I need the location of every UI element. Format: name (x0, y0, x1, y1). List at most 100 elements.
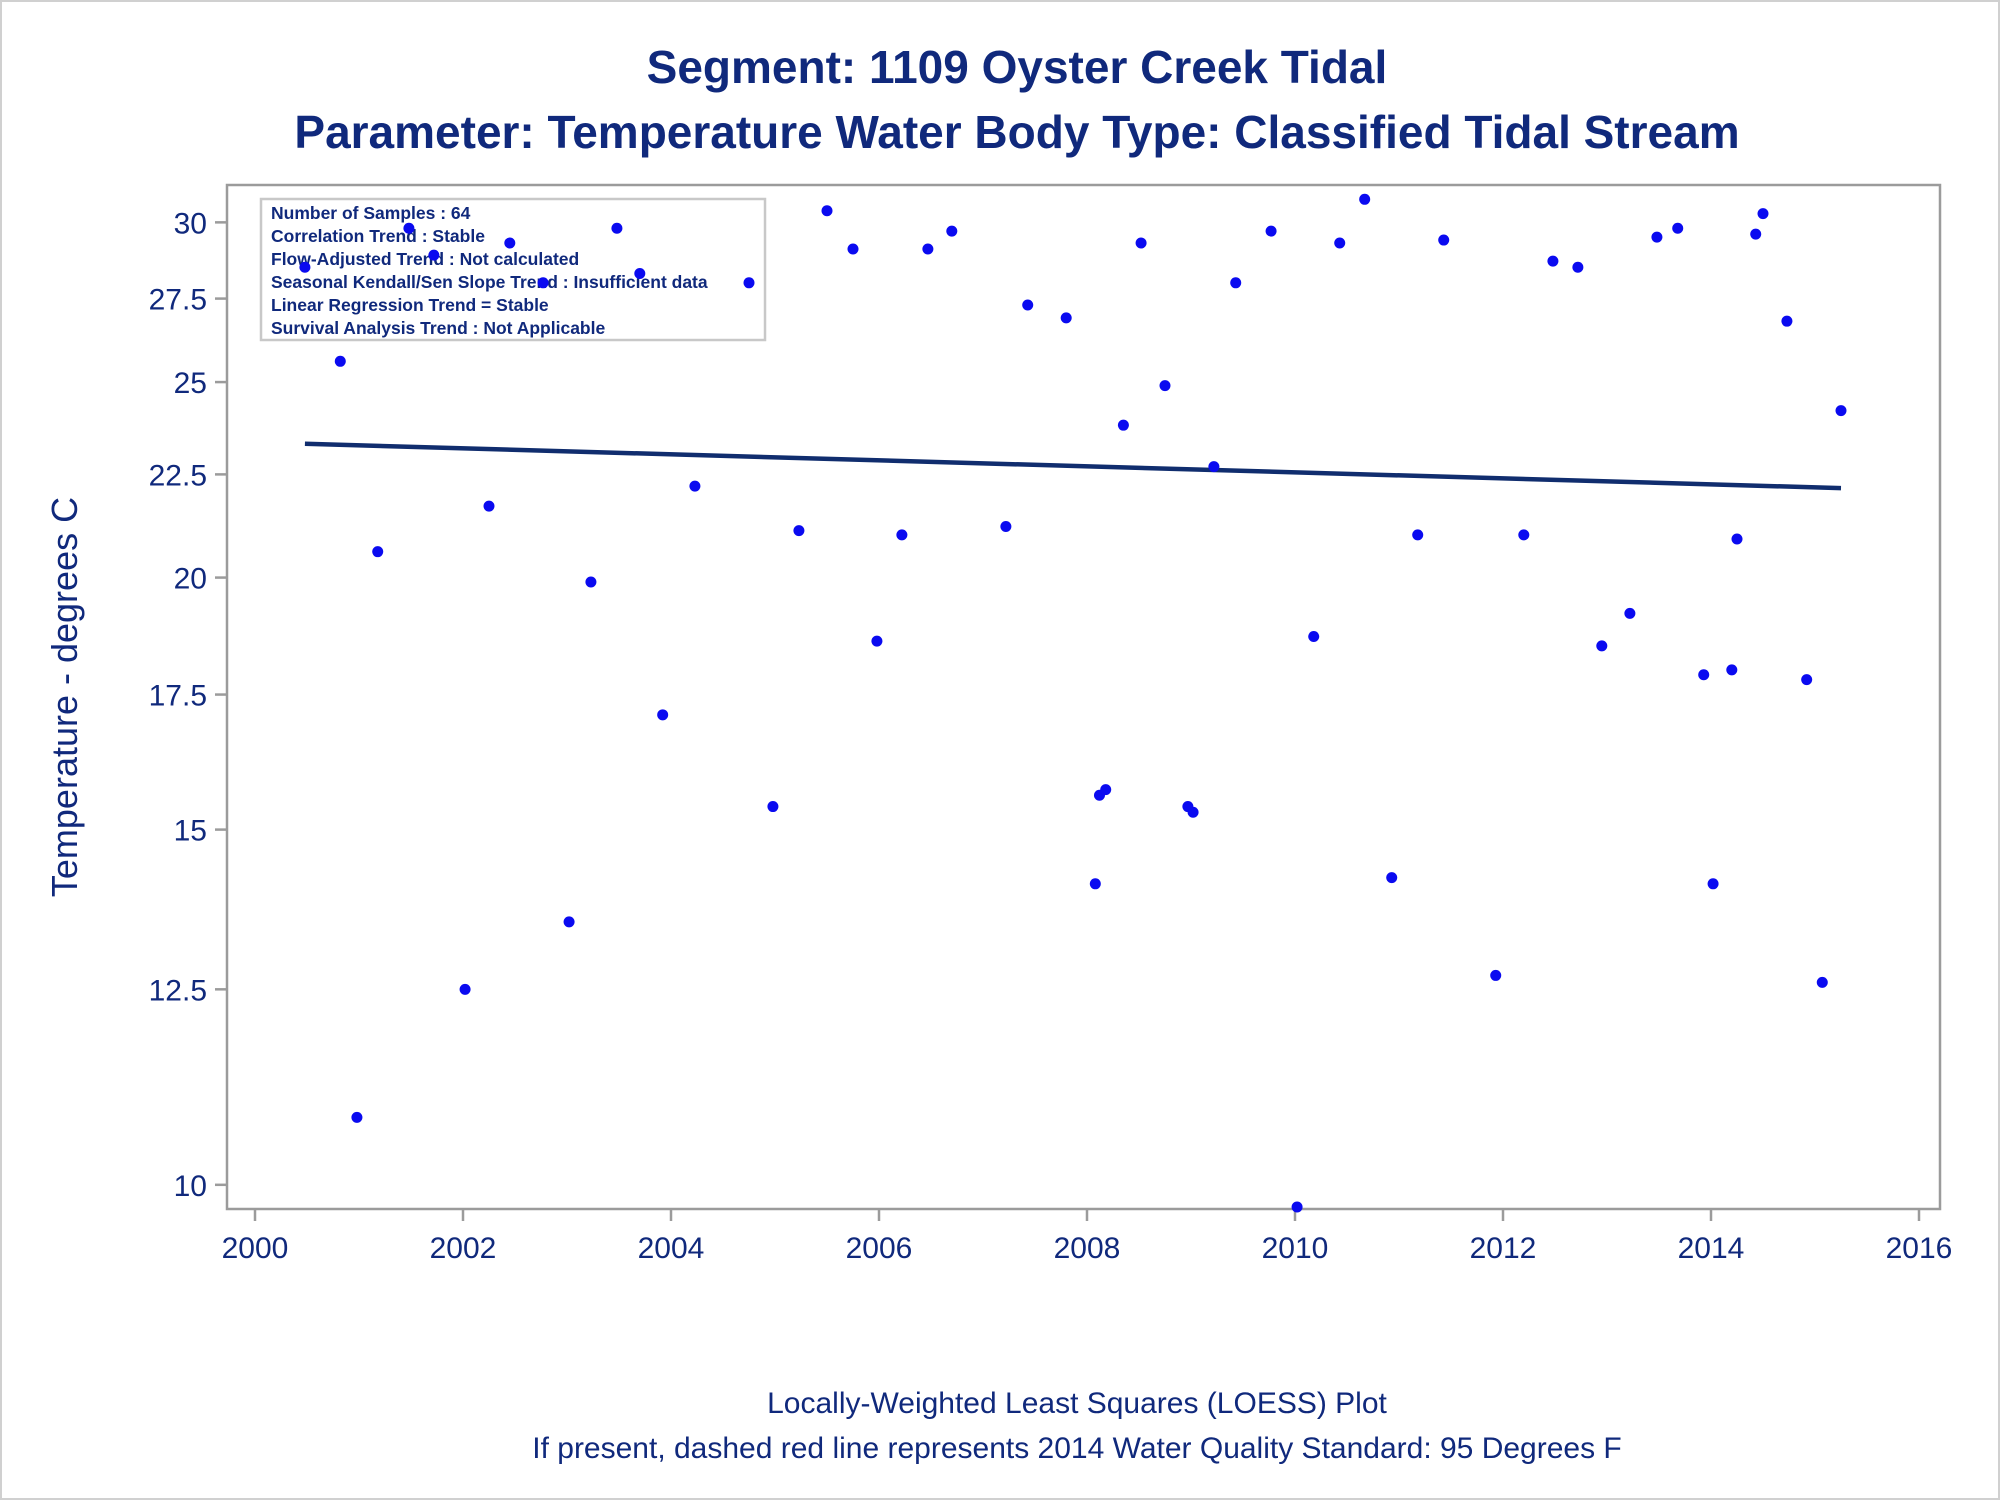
data-point (1334, 237, 1346, 249)
data-point (1265, 225, 1277, 237)
x-tick-label: 2004 (638, 1232, 705, 1265)
data-point (767, 801, 779, 813)
data-point (896, 529, 908, 541)
y-tick-label: 12.5 (149, 974, 207, 1007)
data-point (372, 546, 384, 558)
inset-line: Flow-Adjusted Trend : Not calculated (271, 249, 579, 269)
inset-line: Number of Samples : 64 (271, 203, 471, 223)
stats-inset: Number of Samples : 64 Correlation Trend… (259, 197, 767, 342)
data-point (689, 480, 701, 492)
data-point (1089, 878, 1101, 890)
inset-line: Correlation Trend : Stable (271, 226, 485, 246)
x-axis: 2000 2002 2004 2006 2008 2010 2012 2014 2016 (222, 1209, 1953, 1265)
data-marks (299, 193, 1847, 1213)
x-tick-label: 2002 (430, 1232, 497, 1265)
data-point (1596, 640, 1608, 652)
data-point (299, 261, 311, 273)
data-point (459, 983, 471, 995)
x-tick-label: 2016 (1886, 1232, 1953, 1265)
y-tick-label: 17.5 (149, 680, 207, 713)
data-point (634, 267, 646, 279)
data-point (743, 277, 755, 289)
data-point (334, 355, 346, 367)
y-tick-label: 20 (174, 563, 207, 596)
y-tick-label: 15 (174, 815, 207, 848)
inset-line: Seasonal Kendall/Sen Slope Trend : Insuf… (271, 272, 708, 292)
data-point (1572, 261, 1584, 273)
stats-inset-box (259, 197, 767, 342)
y-tick-label: 25 (174, 367, 207, 400)
y-axis-label: Temperature - degrees C (44, 497, 85, 897)
x-tick-label: 2008 (1054, 1232, 1121, 1265)
x-tick-label: 2006 (846, 1232, 913, 1265)
x-tick-label: 2010 (1262, 1232, 1329, 1265)
data-point (847, 243, 859, 255)
data-point (504, 237, 516, 249)
x-tick-label: 2000 (222, 1232, 289, 1265)
y-tick-label: 22.5 (149, 459, 207, 492)
data-point (1187, 806, 1199, 818)
data-point (922, 243, 934, 255)
data-point (1159, 380, 1171, 392)
footnote-line: If present, dashed red line represents 2… (532, 1432, 1622, 1465)
data-point (821, 205, 833, 217)
data-point (793, 525, 805, 537)
data-point (1731, 533, 1743, 545)
data-point (1781, 315, 1793, 327)
data-point (1707, 878, 1719, 890)
data-point (585, 576, 597, 588)
data-point (1208, 461, 1220, 473)
inset-line: Survival Analysis Trend : Not Applicable (271, 318, 605, 338)
data-point (1100, 784, 1112, 796)
data-point (1308, 630, 1320, 642)
data-point (1359, 193, 1371, 205)
data-point (1000, 521, 1012, 533)
data-point (403, 222, 415, 234)
data-point (1816, 976, 1828, 988)
chart-subtitle: Parameter: Temperature Water Body Type: … (294, 106, 1739, 158)
data-point (428, 249, 440, 261)
data-point (1726, 664, 1738, 676)
data-point (1230, 277, 1242, 289)
data-point (1801, 674, 1813, 686)
inset-line: Linear Regression Trend = Stable (271, 295, 549, 315)
data-point (611, 222, 623, 234)
data-point (1490, 969, 1502, 981)
data-point (1750, 228, 1762, 240)
data-point (1412, 529, 1424, 541)
trend-line (304, 441, 1842, 491)
data-point (657, 709, 669, 721)
data-point (1672, 222, 1684, 234)
data-point (1698, 669, 1710, 681)
data-point (1518, 529, 1530, 541)
plot-area (225, 183, 1942, 1211)
data-point (871, 635, 883, 647)
footnote-line: Locally-Weighted Least Squares (LOESS) P… (767, 1387, 1387, 1420)
chart-title: Segment: 1109 Oyster Creek Tidal (647, 41, 1388, 93)
y-tick-label: 10 (174, 1170, 207, 1203)
y-axis: 10 12.5 15 17.5 20 22.5 25 27.5 30 (149, 207, 227, 1203)
data-point (1757, 208, 1769, 220)
x-tick-label: 2014 (1678, 1232, 1745, 1265)
data-point (351, 1111, 363, 1123)
data-point (1835, 405, 1847, 417)
data-point (1547, 255, 1559, 267)
data-point (1438, 234, 1450, 246)
y-tick-label: 27.5 (149, 284, 207, 317)
data-point (1117, 419, 1129, 431)
data-point (1386, 872, 1398, 884)
data-point (946, 225, 958, 237)
data-point (1624, 607, 1636, 619)
data-point (1291, 1201, 1303, 1213)
y-tick-label: 30 (174, 207, 207, 240)
data-point (537, 277, 549, 289)
data-point (1651, 231, 1663, 243)
data-point (483, 500, 495, 512)
x-tick-label: 2012 (1470, 1232, 1537, 1265)
data-point (1060, 312, 1072, 324)
data-point (1022, 299, 1034, 311)
data-point (1135, 237, 1147, 249)
data-point (563, 916, 575, 928)
